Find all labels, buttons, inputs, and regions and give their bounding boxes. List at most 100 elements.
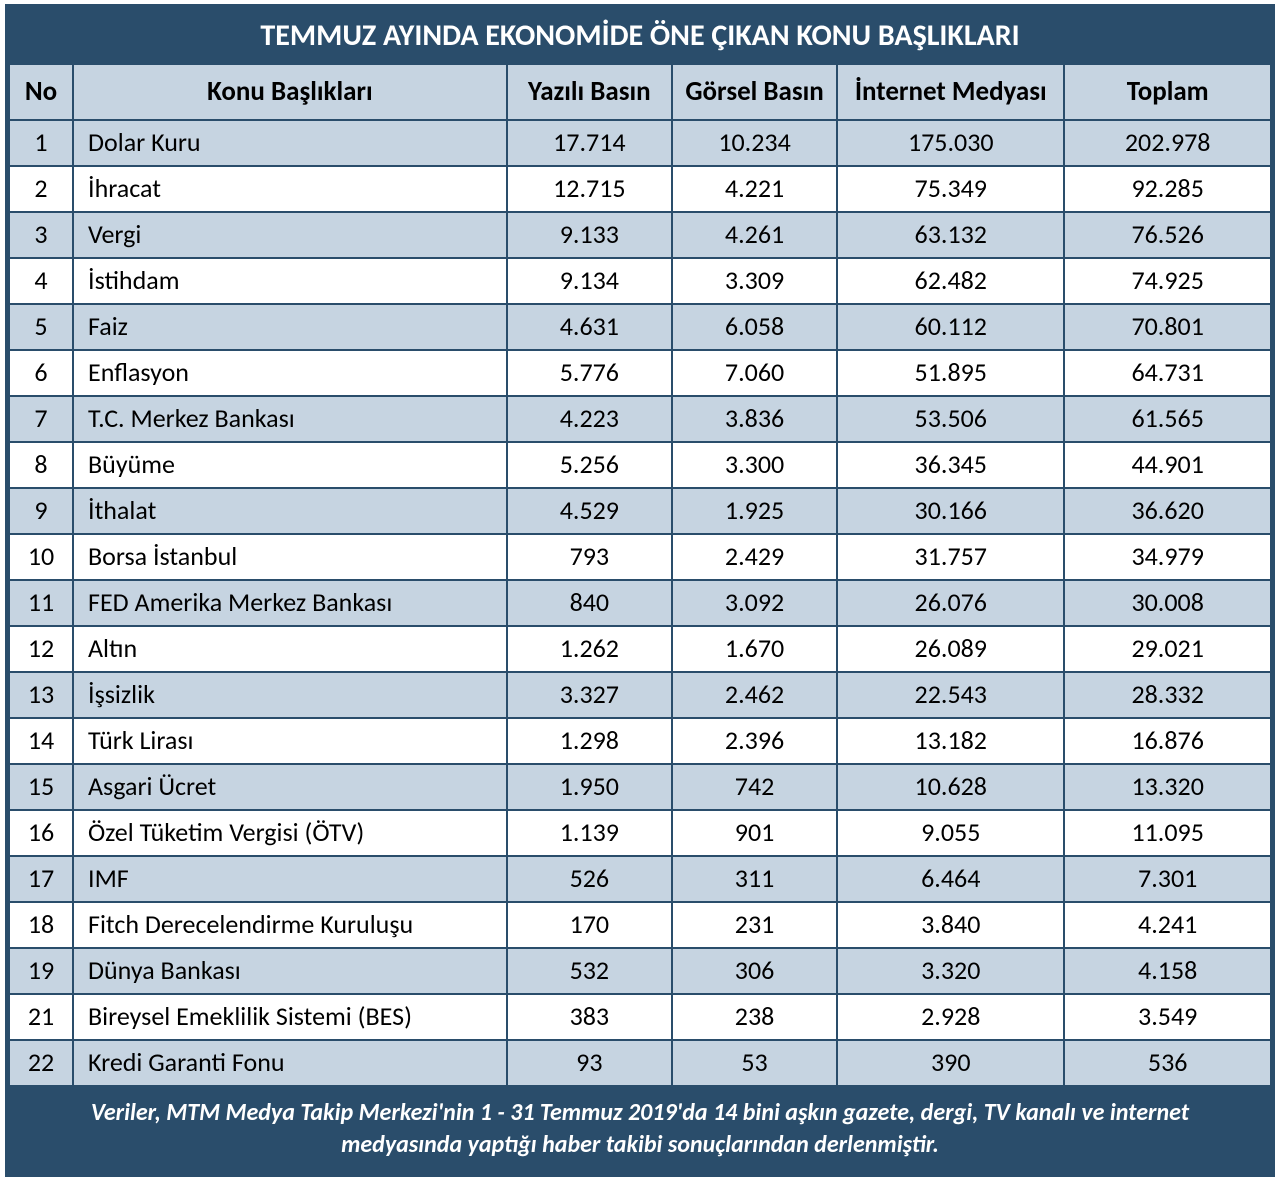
cell-total: 28.332 xyxy=(1064,672,1271,718)
cell-print: 12.715 xyxy=(507,166,672,212)
cell-internet: 13.182 xyxy=(837,718,1064,764)
cell-internet: 30.166 xyxy=(837,488,1064,534)
col-header-no: No xyxy=(9,64,73,120)
cell-total: 536 xyxy=(1064,1040,1271,1086)
cell-topic: Dünya Bankası xyxy=(73,948,507,994)
cell-topic: Enflasyon xyxy=(73,350,507,396)
cell-visual: 231 xyxy=(672,902,837,948)
cell-no: 4 xyxy=(9,258,73,304)
cell-print: 1.950 xyxy=(507,764,672,810)
cell-print: 526 xyxy=(507,856,672,902)
cell-no: 2 xyxy=(9,166,73,212)
cell-visual: 2.462 xyxy=(672,672,837,718)
cell-visual: 7.060 xyxy=(672,350,837,396)
cell-no: 17 xyxy=(9,856,73,902)
cell-visual: 4.221 xyxy=(672,166,837,212)
cell-total: 74.925 xyxy=(1064,258,1271,304)
cell-no: 21 xyxy=(9,994,73,1040)
col-header-internet: İnternet Medyası xyxy=(837,64,1064,120)
cell-topic: Özel Tüketim Vergisi (ÖTV) xyxy=(73,810,507,856)
cell-total: 70.801 xyxy=(1064,304,1271,350)
cell-total: 29.021 xyxy=(1064,626,1271,672)
cell-topic: Vergi xyxy=(73,212,507,258)
cell-print: 3.327 xyxy=(507,672,672,718)
cell-total: 13.320 xyxy=(1064,764,1271,810)
cell-total: 30.008 xyxy=(1064,580,1271,626)
cell-visual: 2.396 xyxy=(672,718,837,764)
cell-visual: 6.058 xyxy=(672,304,837,350)
cell-internet: 3.840 xyxy=(837,902,1064,948)
cell-no: 13 xyxy=(9,672,73,718)
cell-topic: İthalat xyxy=(73,488,507,534)
cell-print: 383 xyxy=(507,994,672,1040)
cell-visual: 1.925 xyxy=(672,488,837,534)
cell-internet: 22.543 xyxy=(837,672,1064,718)
cell-internet: 51.895 xyxy=(837,350,1064,396)
table-footer: Veriler, MTM Medya Takip Merkezi'nin 1 -… xyxy=(9,1086,1271,1173)
cell-total: 92.285 xyxy=(1064,166,1271,212)
cell-no: 12 xyxy=(9,626,73,672)
cell-total: 4.241 xyxy=(1064,902,1271,948)
table-row: 14Türk Lirası1.2982.39613.18216.876 xyxy=(9,718,1271,764)
economy-topics-table: TEMMUZ AYINDA EKONOMİDE ÖNE ÇIKAN KONU B… xyxy=(8,7,1272,1174)
cell-internet: 26.076 xyxy=(837,580,1064,626)
cell-no: 7 xyxy=(9,396,73,442)
cell-total: 16.876 xyxy=(1064,718,1271,764)
cell-internet: 63.132 xyxy=(837,212,1064,258)
col-header-topic: Konu Başlıkları xyxy=(73,64,507,120)
cell-no: 22 xyxy=(9,1040,73,1086)
table-footer-row: Veriler, MTM Medya Takip Merkezi'nin 1 -… xyxy=(9,1086,1271,1173)
cell-topic: IMF xyxy=(73,856,507,902)
cell-no: 15 xyxy=(9,764,73,810)
cell-visual: 3.092 xyxy=(672,580,837,626)
table-body: 1Dolar Kuru17.71410.234175.030202.978 2İ… xyxy=(9,120,1271,1086)
cell-topic: İhracat xyxy=(73,166,507,212)
cell-total: 34.979 xyxy=(1064,534,1271,580)
cell-no: 1 xyxy=(9,120,73,166)
cell-print: 1.262 xyxy=(507,626,672,672)
cell-internet: 2.928 xyxy=(837,994,1064,1040)
cell-print: 5.776 xyxy=(507,350,672,396)
cell-visual: 306 xyxy=(672,948,837,994)
cell-topic: Türk Lirası xyxy=(73,718,507,764)
table-row: 12Altın1.2621.67026.08929.021 xyxy=(9,626,1271,672)
cell-internet: 390 xyxy=(837,1040,1064,1086)
cell-visual: 901 xyxy=(672,810,837,856)
cell-visual: 3.309 xyxy=(672,258,837,304)
table-header-row: No Konu Başlıkları Yazılı Basın Görsel B… xyxy=(9,64,1271,120)
col-header-print: Yazılı Basın xyxy=(507,64,672,120)
table-row: 16Özel Tüketim Vergisi (ÖTV)1.1399019.05… xyxy=(9,810,1271,856)
cell-internet: 53.506 xyxy=(837,396,1064,442)
cell-visual: 3.300 xyxy=(672,442,837,488)
cell-print: 1.139 xyxy=(507,810,672,856)
cell-no: 5 xyxy=(9,304,73,350)
cell-print: 17.714 xyxy=(507,120,672,166)
cell-visual: 53 xyxy=(672,1040,837,1086)
cell-internet: 62.482 xyxy=(837,258,1064,304)
table-row: 5Faiz4.6316.05860.11270.801 xyxy=(9,304,1271,350)
cell-topic: T.C. Merkez Bankası xyxy=(73,396,507,442)
economy-topics-table-wrap: TEMMUZ AYINDA EKONOMİDE ÖNE ÇIKAN KONU B… xyxy=(5,4,1275,1177)
cell-internet: 3.320 xyxy=(837,948,1064,994)
table-row: 3Vergi9.1334.26163.13276.526 xyxy=(9,212,1271,258)
table-row: 21Bireysel Emeklilik Sistemi (BES)383238… xyxy=(9,994,1271,1040)
cell-total: 36.620 xyxy=(1064,488,1271,534)
col-header-visual: Görsel Basın xyxy=(672,64,837,120)
cell-print: 93 xyxy=(507,1040,672,1086)
table-row: 17IMF5263116.4647.301 xyxy=(9,856,1271,902)
table-row: 18Fitch Derecelendirme Kuruluşu1702313.8… xyxy=(9,902,1271,948)
cell-total: 4.158 xyxy=(1064,948,1271,994)
cell-visual: 4.261 xyxy=(672,212,837,258)
cell-visual: 742 xyxy=(672,764,837,810)
cell-topic: İstihdam xyxy=(73,258,507,304)
col-header-total: Toplam xyxy=(1064,64,1271,120)
table-row: 11FED Amerika Merkez Bankası8403.09226.0… xyxy=(9,580,1271,626)
cell-topic: Büyüme xyxy=(73,442,507,488)
cell-internet: 31.757 xyxy=(837,534,1064,580)
cell-visual: 2.429 xyxy=(672,534,837,580)
table-title: TEMMUZ AYINDA EKONOMİDE ÖNE ÇIKAN KONU B… xyxy=(9,8,1271,64)
table-row: 13İşsizlik3.3272.46222.54328.332 xyxy=(9,672,1271,718)
table-row: 15Asgari Ücret1.95074210.62813.320 xyxy=(9,764,1271,810)
cell-print: 9.133 xyxy=(507,212,672,258)
cell-no: 3 xyxy=(9,212,73,258)
